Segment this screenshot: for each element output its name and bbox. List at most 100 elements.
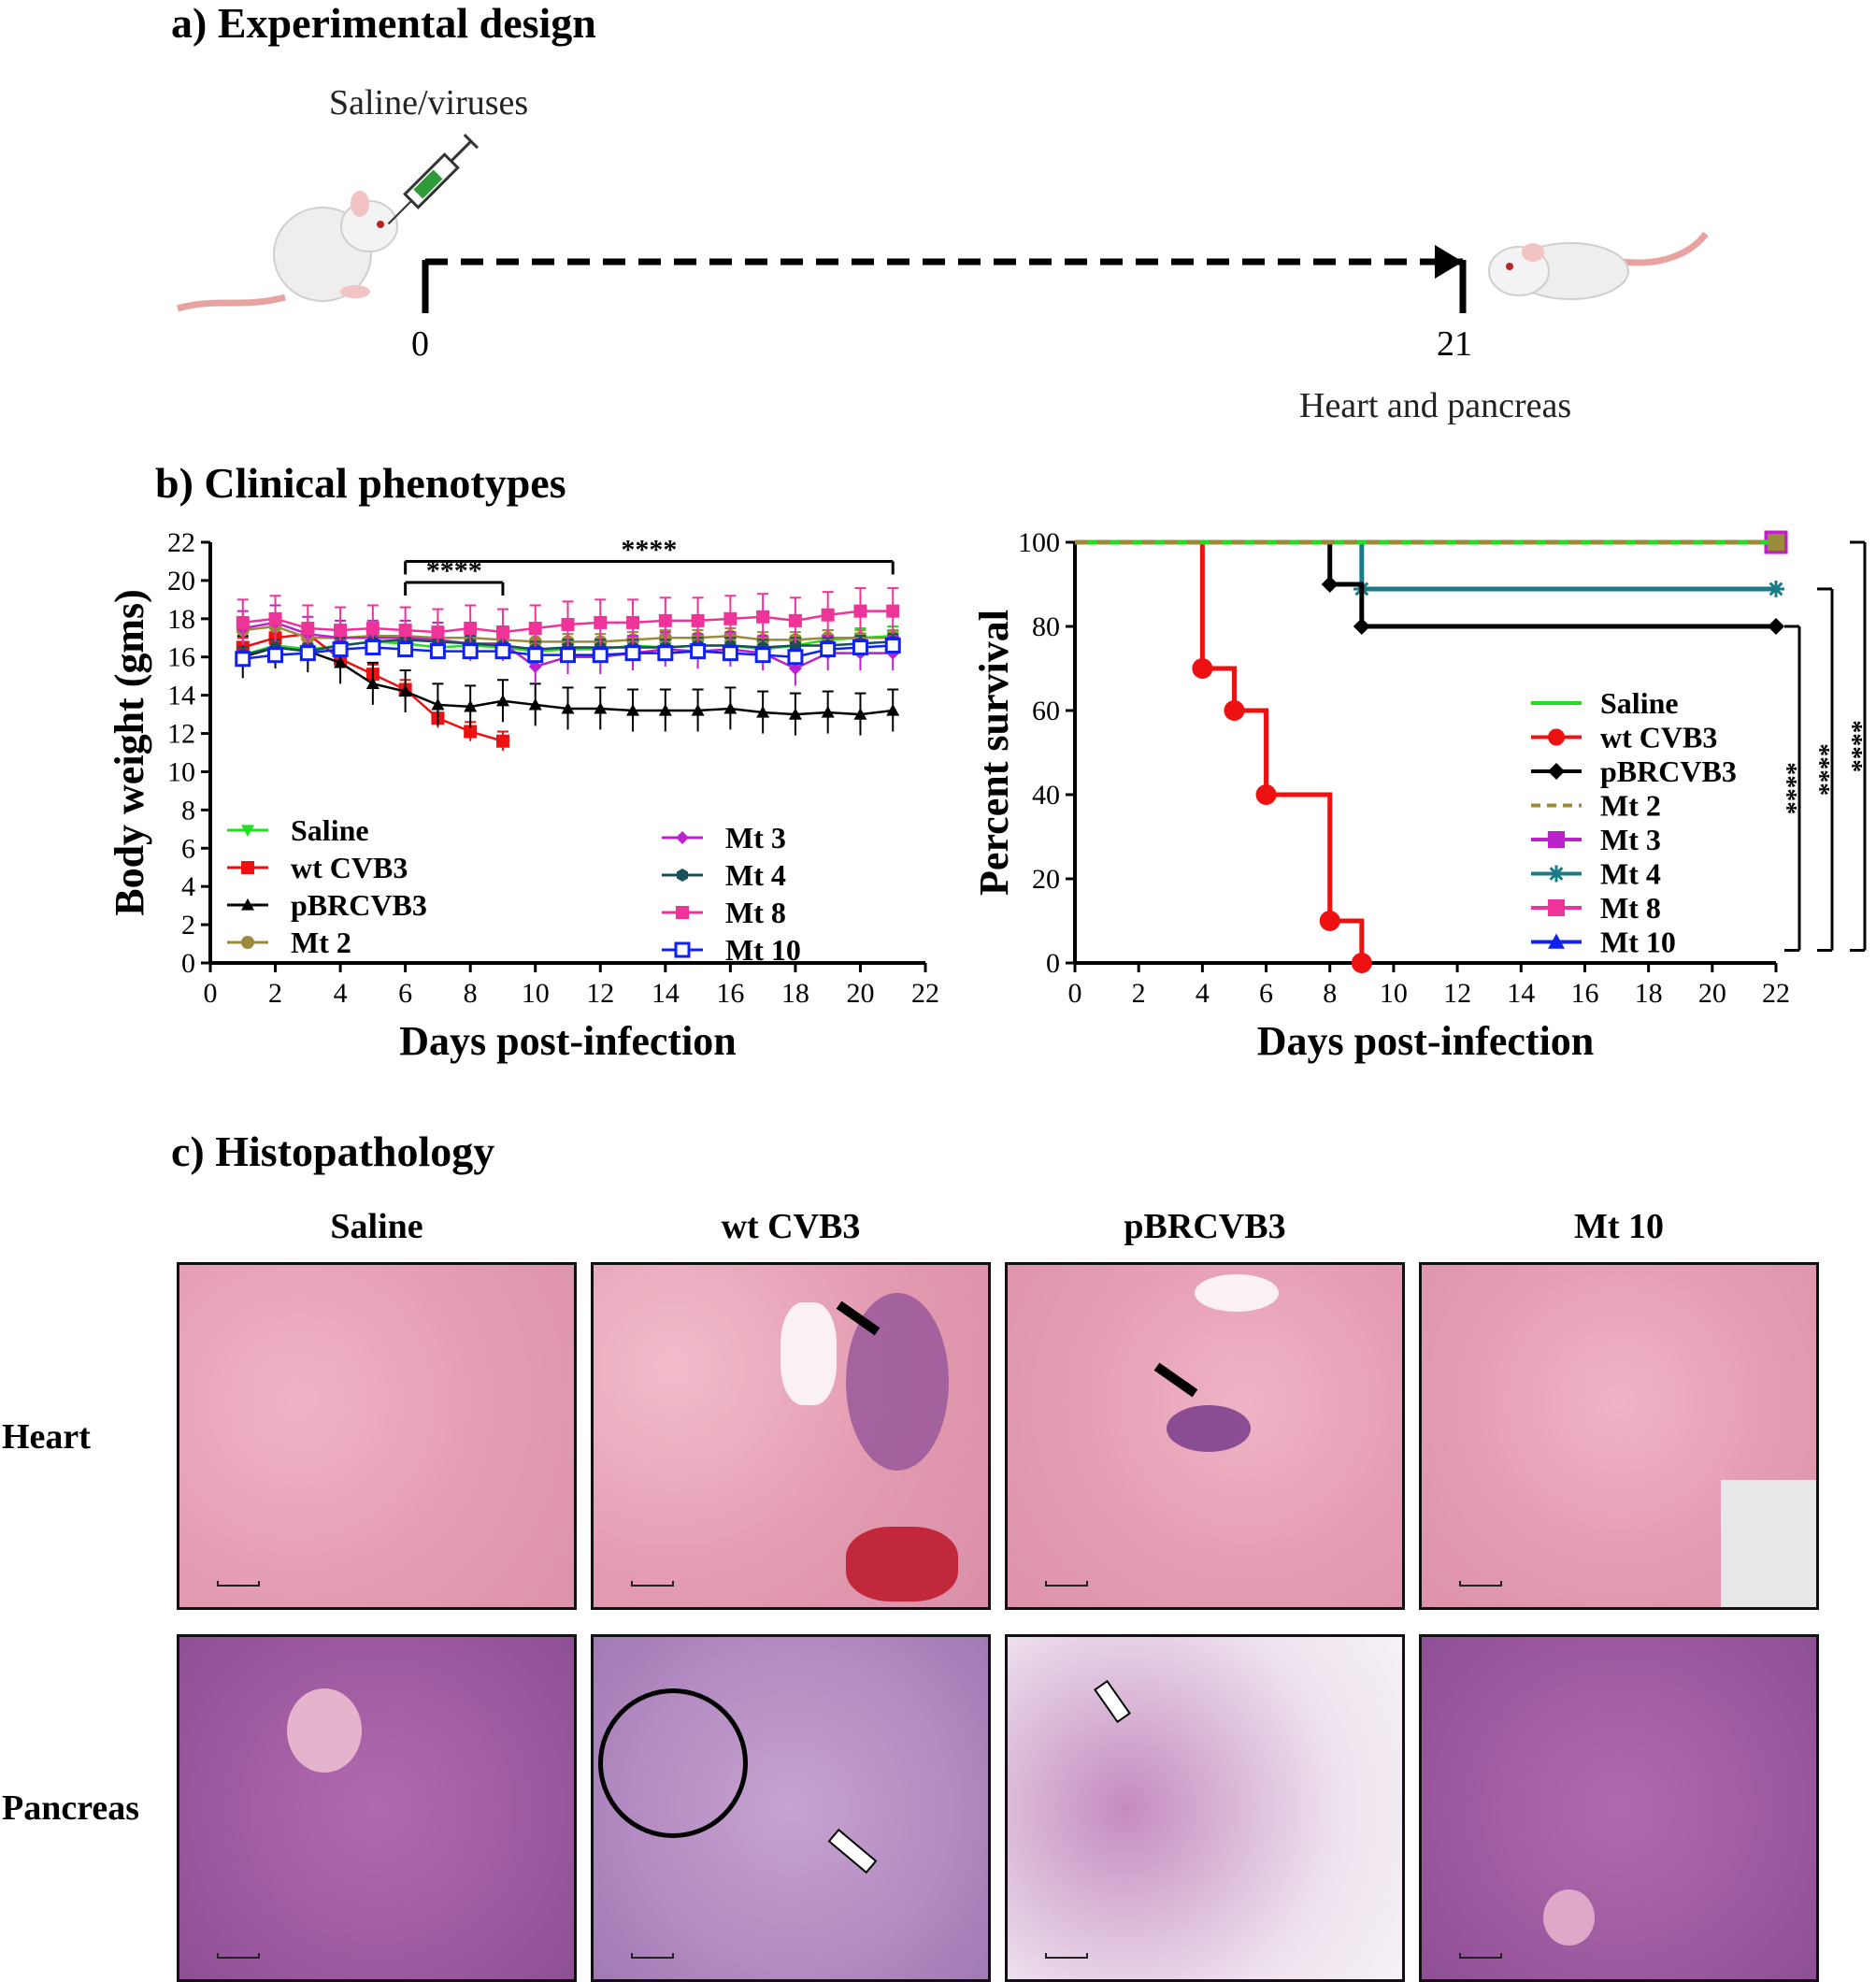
- significance-label: ****: [426, 555, 482, 586]
- data-point: [527, 647, 544, 664]
- data-point: [495, 625, 509, 639]
- legend-marker: [674, 941, 691, 958]
- section-c-title: c) Histopathology: [171, 1127, 495, 1175]
- y-tick-label: 80: [1032, 611, 1060, 642]
- survival-legend-item-saline: Saline: [1531, 686, 1679, 720]
- data-point: [365, 639, 381, 655]
- timeline-arrow-icon: [1435, 245, 1463, 279]
- data-point: [431, 625, 445, 639]
- y-tick-label: 60: [1032, 696, 1060, 726]
- scale-bar: [217, 1953, 260, 1959]
- data-point: [494, 643, 511, 660]
- data-point: [495, 694, 509, 707]
- legend-marker: [241, 825, 254, 837]
- inflammatory-focus: [1167, 1405, 1251, 1452]
- body-weight-chart: 0 2 4 6 8 10 12 14 16 18 20 22 0 2 4 6 8 10 12 14 16 18 20 22 Da…: [107, 527, 939, 1064]
- scale-bar: [1045, 1581, 1088, 1587]
- data-point: [301, 622, 315, 636]
- data-point: [722, 645, 738, 662]
- y-tick-label: 0: [1046, 948, 1060, 979]
- data-point: [657, 645, 674, 662]
- x-tick-label: 2: [268, 978, 282, 1009]
- data-point: [853, 604, 867, 618]
- scale-bar: [1459, 1953, 1502, 1959]
- legend-label: wt CVB3: [1600, 721, 1717, 754]
- x-tick-label: 0: [1068, 978, 1082, 1009]
- heart-wt-cvb3-image: [591, 1262, 991, 1610]
- x-tick-label: 12: [586, 978, 614, 1009]
- survival-legend-item-mt-10: Mt 10: [1531, 926, 1676, 959]
- legend-marker: [676, 906, 689, 919]
- y-tick-label: 6: [181, 833, 195, 864]
- legend-marker: [1548, 933, 1565, 949]
- data-point: [592, 647, 609, 664]
- injection-label: Saline/viruses: [329, 83, 528, 122]
- x-tick-label: 12: [1443, 978, 1471, 1009]
- data-point: [235, 651, 251, 668]
- histology-col-mt10: Mt 10: [1573, 1207, 1665, 1246]
- y-tick-label: 4: [181, 871, 195, 902]
- y-tick-label: 2: [181, 910, 195, 941]
- data-point: [820, 641, 837, 658]
- data-point: [788, 708, 802, 720]
- survival-marker: [1768, 618, 1784, 635]
- x-axis-label: Days post-infection: [1257, 1018, 1595, 1064]
- x-tick-label: 16: [1570, 978, 1598, 1009]
- data-point: [397, 641, 414, 658]
- y-tick-label: 10: [167, 756, 195, 787]
- legend-label: Mt 4: [725, 858, 786, 892]
- legend-marker: [241, 898, 254, 911]
- data-point: [528, 697, 542, 711]
- data-point: [464, 725, 478, 739]
- data-point: [365, 677, 379, 689]
- arrow-white-icon: [1094, 1679, 1131, 1724]
- data-point: [690, 643, 707, 660]
- data-point: [626, 704, 640, 716]
- x-tick-label: 10: [522, 978, 550, 1009]
- syringe-icon: [387, 133, 480, 225]
- legend-marker: [1548, 763, 1565, 780]
- survival-marker: [1351, 953, 1372, 973]
- y-axis-label: Body weight (gms): [107, 589, 152, 916]
- x-tick-label: 18: [1635, 978, 1663, 1009]
- data-point: [462, 643, 479, 660]
- survival-marker: [1255, 784, 1277, 805]
- legend-marker: [1548, 899, 1565, 916]
- heart-pbrcvb3-image: [1005, 1262, 1405, 1610]
- y-tick-label: 100: [1018, 527, 1060, 558]
- legend-label: pBRCVB3: [1600, 754, 1737, 788]
- survival-marker: [1224, 700, 1245, 721]
- survival-legend-item-pbrcvb3: pBRCVB3: [1531, 754, 1737, 788]
- legend-label: pBRCVB3: [291, 888, 427, 922]
- legend-item-mt-4: Mt 4: [662, 858, 786, 892]
- background-area: [1721, 1480, 1816, 1607]
- data-point: [787, 649, 804, 666]
- heart-mt10-image: [1419, 1262, 1819, 1610]
- legend-item-mt-3: Mt 3: [662, 821, 786, 855]
- legend-marker: [1549, 867, 1564, 881]
- timeline-end-description: Heart and pancreas: [1299, 386, 1571, 425]
- data-point: [268, 611, 282, 625]
- x-tick-label: 22: [911, 978, 939, 1009]
- pancreas-saline-image: [177, 1634, 577, 1982]
- survival-marker: [1319, 911, 1340, 931]
- x-tick-label: 16: [716, 978, 744, 1009]
- y-tick-label: 14: [167, 681, 195, 711]
- timeline-end-label: 21: [1437, 324, 1472, 364]
- data-point: [594, 701, 608, 714]
- x-tick-label: 4: [1196, 978, 1210, 1009]
- y-tick-label: 20: [1032, 864, 1060, 895]
- data-point: [334, 655, 348, 668]
- significance-label: ****: [1772, 762, 1801, 814]
- x-tick-label: 10: [1380, 978, 1408, 1009]
- data-point: [691, 613, 705, 627]
- data-point: [691, 704, 705, 716]
- scale-bar: [631, 1953, 674, 1959]
- survival-marker: [1769, 582, 1783, 596]
- survival-line: [1075, 539, 1776, 629]
- data-point: [658, 613, 672, 627]
- x-tick-label: 20: [846, 978, 874, 1009]
- legend-label: Mt 2: [1600, 789, 1661, 823]
- legend-marker: [676, 869, 689, 882]
- scale-bar: [217, 1581, 260, 1587]
